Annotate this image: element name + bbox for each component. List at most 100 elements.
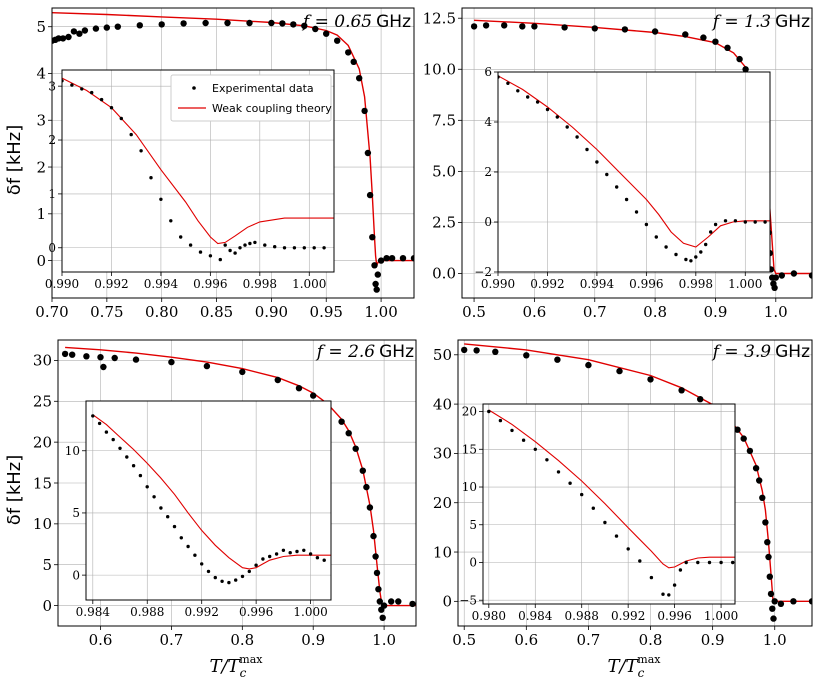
data-point	[395, 598, 402, 605]
data-point	[667, 593, 671, 597]
data-point	[615, 185, 619, 189]
data-point	[172, 524, 177, 529]
y-axis-label-bottom: δf [kHz]	[4, 455, 25, 526]
x-tick-label: 0.90	[255, 303, 288, 321]
theory-curve	[62, 77, 334, 245]
data-point	[61, 350, 69, 358]
x-axis-label-left: T/Tcmax	[209, 653, 263, 680]
inset-frame	[61, 69, 335, 273]
data-point	[533, 447, 537, 451]
data-point	[279, 20, 286, 27]
data-point	[778, 272, 785, 279]
y-tick-label: 2	[484, 165, 492, 179]
data-point	[145, 485, 149, 489]
data-point	[99, 97, 104, 102]
data-point	[707, 560, 712, 565]
y-tick-label: −5	[459, 593, 477, 607]
x-tick-label: 0.988	[565, 609, 599, 623]
data-point	[234, 578, 238, 582]
data-point	[772, 274, 779, 281]
data-point	[169, 219, 173, 223]
series-layer	[52, 12, 414, 293]
x-tick-label: 0.80	[145, 303, 178, 321]
data-point	[261, 557, 265, 561]
inset-ticks: 0.984 0.988 0.992 0.996 1.000 0 5 10	[65, 444, 328, 619]
data-point	[808, 272, 812, 279]
y-tick-label: 6	[484, 65, 492, 79]
x-tick-label: 0.990	[45, 277, 79, 291]
data-point	[585, 147, 589, 152]
data-point	[700, 34, 707, 41]
main-axes-frame	[461, 7, 813, 299]
data-point	[372, 553, 379, 560]
y-tick-label: 0	[36, 252, 46, 270]
data-point	[790, 270, 798, 277]
freq-unit: GHz	[376, 12, 411, 32]
data-point	[198, 250, 203, 254]
data-point	[410, 255, 414, 262]
data-point	[733, 219, 738, 223]
inset-grid	[86, 401, 331, 600]
data-point	[526, 95, 530, 99]
data-point	[90, 90, 94, 95]
x-tick-label: 0.75	[90, 303, 123, 321]
data-point	[740, 435, 747, 442]
data-point	[352, 445, 359, 452]
panel-top-right: 0.5 0.6 0.7 0.8 0.9 1.0 0.0 2.5 5.0 7.5 10.0 12.5 f…	[423, 7, 813, 321]
data-point	[651, 28, 659, 35]
xlabel-main: T/T	[607, 656, 639, 677]
x-tick-label: 0.992	[611, 609, 645, 623]
x-tick-label: 1.0	[764, 303, 788, 321]
data-point	[290, 21, 297, 28]
data-point	[473, 347, 480, 354]
y-tick-label: 2	[48, 133, 56, 147]
data-point	[638, 559, 642, 563]
legend-label-data: Experimental data	[212, 82, 314, 95]
data-point	[545, 458, 549, 462]
data-point	[699, 250, 703, 254]
data-point	[461, 346, 468, 354]
y-tick-label: 0.0	[432, 265, 456, 283]
data-point	[273, 245, 277, 249]
x-tick-label: 0.85	[200, 303, 233, 321]
data-point	[556, 470, 561, 474]
data-point	[345, 430, 352, 437]
data-point	[228, 248, 232, 253]
data-point	[76, 30, 83, 37]
x-axis-label-right: T/Tcmax	[607, 653, 661, 680]
data-point	[591, 506, 595, 510]
data-point	[764, 539, 771, 546]
data-point	[119, 116, 124, 121]
inset-frame	[482, 403, 736, 605]
data-point	[616, 367, 623, 375]
data-point	[159, 506, 163, 510]
x-tick-label: 0.5	[462, 303, 486, 321]
freq-value: f = 3.9	[711, 342, 772, 362]
data-point	[409, 600, 416, 608]
data-point	[719, 560, 723, 565]
data-point	[139, 149, 143, 153]
data-point	[152, 495, 156, 499]
data-point	[268, 19, 275, 27]
y-tick-label: 50	[433, 346, 452, 364]
data-point	[678, 568, 683, 572]
data-point	[315, 556, 320, 560]
data-point	[709, 230, 713, 234]
data-point	[763, 220, 767, 224]
data-point	[654, 235, 658, 239]
y-tick-label: 0	[442, 593, 452, 611]
x-tick-label: 0.8	[230, 631, 254, 649]
inset-ticks: 0.990 0.992 0.994 0.996 0.998 1.000 0 1 2 3	[45, 79, 327, 291]
data-point	[752, 465, 760, 472]
data-point	[521, 438, 526, 442]
data-point	[568, 481, 572, 485]
x-tick-label: 0.994	[144, 277, 179, 291]
data-point	[535, 100, 540, 104]
data-point	[374, 271, 381, 278]
x-tick-label: 0.992	[185, 605, 219, 619]
theory-curve	[488, 409, 735, 569]
